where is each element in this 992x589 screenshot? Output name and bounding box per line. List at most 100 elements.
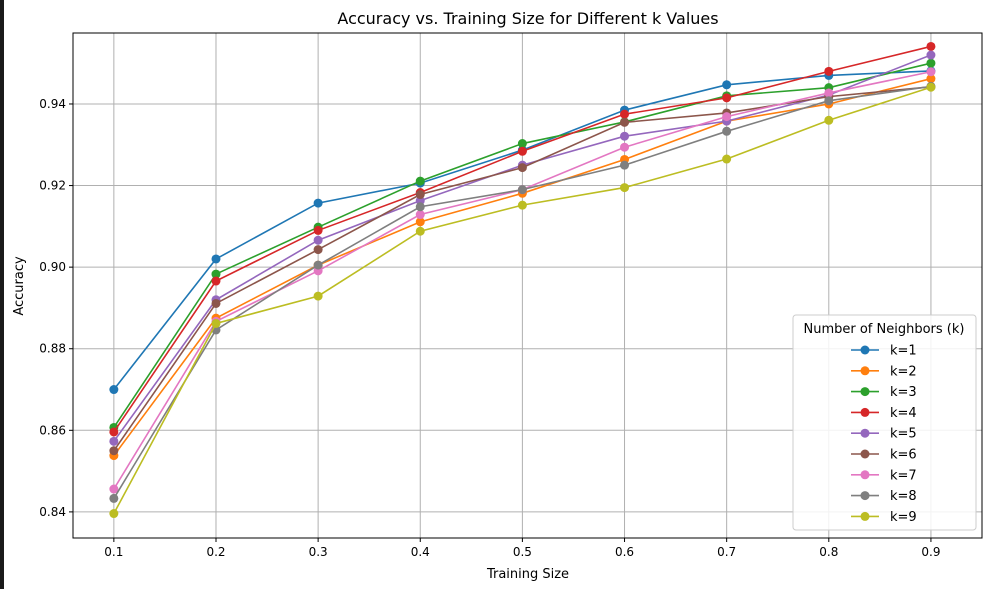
data-point	[211, 298, 221, 308]
plot-area-frame	[72, 32, 983, 539]
legend-marker	[860, 511, 870, 521]
series-k-6	[109, 82, 936, 456]
data-point	[926, 67, 936, 77]
data-point	[926, 50, 936, 60]
data-point	[313, 225, 323, 235]
data-point	[824, 115, 834, 125]
data-point	[313, 260, 323, 270]
data-point	[211, 276, 221, 286]
x-tick-label: 0.9	[921, 545, 940, 559]
data-point	[517, 163, 527, 173]
y-tick-label: 0.90	[39, 260, 66, 274]
data-point	[620, 109, 630, 119]
data-point	[109, 427, 119, 437]
y-tick-label: 0.92	[39, 179, 66, 193]
legend-marker	[860, 491, 870, 501]
x-tick-label: 0.2	[206, 545, 225, 559]
series-k-8	[109, 81, 936, 503]
x-tick-label: 0.8	[819, 545, 838, 559]
legend-item: k=5	[851, 427, 917, 442]
data-point	[415, 217, 425, 227]
legend-box	[792, 314, 977, 531]
data-point	[620, 117, 630, 127]
data-point	[211, 254, 221, 264]
data-point	[620, 183, 630, 193]
legend-label: k=5	[890, 427, 917, 442]
data-point	[722, 112, 732, 122]
data-point	[415, 202, 425, 212]
data-point	[926, 82, 936, 92]
data-point	[722, 93, 732, 103]
legend: Number of Neighbors (k) k=1 k=2 k=3 k=4 k=5 k…	[792, 314, 977, 531]
data-point	[109, 493, 119, 503]
data-point	[415, 176, 425, 186]
data-point	[109, 385, 119, 395]
data-point	[926, 41, 936, 51]
data-point	[926, 74, 936, 84]
legend-marker	[860, 366, 870, 376]
legend-item: k=2	[851, 364, 917, 379]
legend-label: k=4	[890, 406, 917, 421]
window-edge	[0, 0, 4, 589]
data-point	[109, 436, 119, 446]
legend-label: k=7	[890, 468, 917, 483]
legend-label: k=2	[890, 364, 917, 379]
y-tick-label: 0.88	[39, 342, 66, 356]
data-point	[109, 509, 119, 519]
legend-item: k=7	[851, 468, 917, 483]
legend-marker	[860, 428, 870, 438]
data-point	[620, 160, 630, 170]
x-tick-label: 0.6	[615, 545, 634, 559]
data-point	[517, 139, 527, 149]
axis-ticks: 0.1 0.2 0.3 0.4 0.5 0.6 0.7 0.8 0.9 0.84 0.86 0.88 0…	[39, 97, 940, 559]
chart-title: Accuracy vs. Training Size for Different…	[337, 9, 718, 28]
legend-marker	[860, 387, 870, 397]
data-point	[722, 126, 732, 136]
data-point	[517, 185, 527, 195]
data-point	[926, 58, 936, 68]
legend-marker	[860, 345, 870, 355]
data-point	[415, 190, 425, 200]
data-point	[415, 210, 425, 220]
data-point	[211, 269, 221, 279]
data-point	[824, 66, 834, 76]
legend-item: k=4	[851, 406, 917, 421]
data-point	[517, 146, 527, 156]
data-point	[313, 198, 323, 208]
legend-item: k=3	[851, 385, 917, 400]
legend-marker	[860, 470, 870, 480]
data-point	[313, 235, 323, 245]
x-axis-label: Training Size	[486, 567, 569, 582]
x-tick-label: 0.5	[513, 545, 532, 559]
data-point	[313, 245, 323, 255]
data-point	[824, 88, 834, 98]
data-point	[109, 446, 119, 456]
data-point	[211, 318, 221, 328]
legend-item: k=8	[851, 489, 917, 504]
legend-title: Number of Neighbors (k)	[804, 322, 965, 337]
legend-label: k=3	[890, 385, 917, 400]
data-point	[313, 291, 323, 301]
y-tick-label: 0.86	[39, 423, 66, 437]
legend-label: k=6	[890, 448, 917, 463]
legend-item: k=6	[851, 448, 917, 463]
y-tick-label: 0.94	[39, 97, 66, 111]
x-tick-label: 0.3	[309, 545, 328, 559]
series-k-9	[109, 82, 936, 519]
legend-label: k=9	[890, 510, 917, 525]
series-layer	[109, 41, 936, 519]
data-point	[517, 200, 527, 210]
data-point	[722, 154, 732, 164]
data-point	[415, 226, 425, 236]
y-tick-label: 0.84	[39, 505, 66, 519]
x-tick-label: 0.1	[104, 545, 123, 559]
legend-item: k=9	[851, 510, 917, 525]
legend-marker	[860, 449, 870, 459]
data-point	[722, 80, 732, 90]
data-point	[109, 484, 119, 494]
legend-label: k=8	[890, 489, 917, 504]
legend-item: k=1	[851, 344, 917, 359]
data-point	[620, 142, 630, 152]
y-axis-label: Accuracy	[12, 256, 27, 316]
